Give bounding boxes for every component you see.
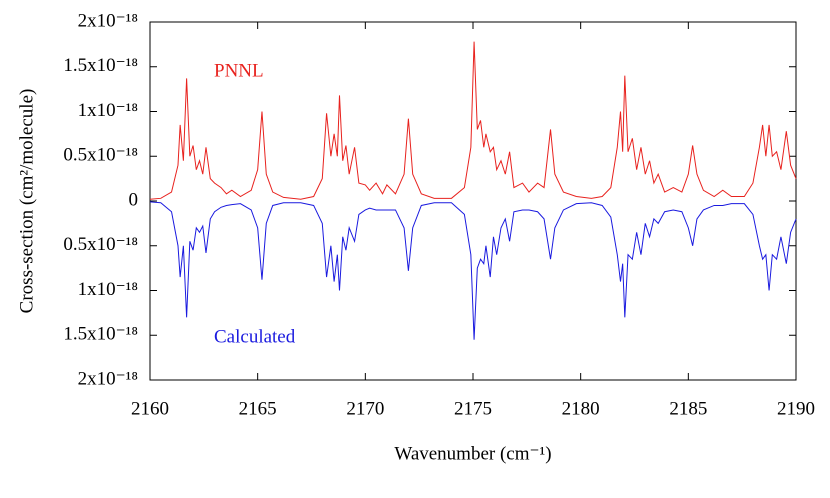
x-tick-label: 2185 bbox=[669, 398, 707, 419]
y-tick-label: 2x10⁻¹⁸ bbox=[78, 368, 138, 389]
y-tick-label: 1.5x10⁻¹⁸ bbox=[63, 55, 138, 76]
y-tick-label: 0.5x10⁻¹⁸ bbox=[63, 234, 138, 255]
x-tick-label: 2190 bbox=[777, 398, 815, 419]
y-axis-title: Cross-section (cm²/molecule) bbox=[16, 89, 37, 314]
legend-label: Calculated bbox=[214, 326, 296, 347]
y-tick-label: 2x10⁻¹⁸ bbox=[78, 10, 138, 31]
legend-label: PNNL bbox=[214, 60, 264, 81]
y-tick-label: 0.5x10⁻¹⁸ bbox=[63, 145, 138, 166]
y-tick-label: 0 bbox=[129, 189, 139, 210]
x-tick-label: 2170 bbox=[346, 398, 384, 419]
x-tick-label: 2160 bbox=[131, 398, 169, 419]
x-axis-title: Wavenumber (cm⁻¹) bbox=[394, 443, 551, 464]
spectrum-line bbox=[149, 41, 797, 200]
x-tick-label: 2165 bbox=[239, 398, 277, 419]
spectrum-line bbox=[149, 201, 797, 340]
y-tick-label: 1x10⁻¹⁸ bbox=[78, 279, 138, 300]
y-tick-label: 1.5x10⁻¹⁸ bbox=[63, 324, 138, 345]
y-tick-label: 1x10⁻¹⁸ bbox=[78, 100, 138, 121]
x-tick-label: 2180 bbox=[562, 398, 600, 419]
x-tick-label: 2175 bbox=[454, 398, 492, 419]
